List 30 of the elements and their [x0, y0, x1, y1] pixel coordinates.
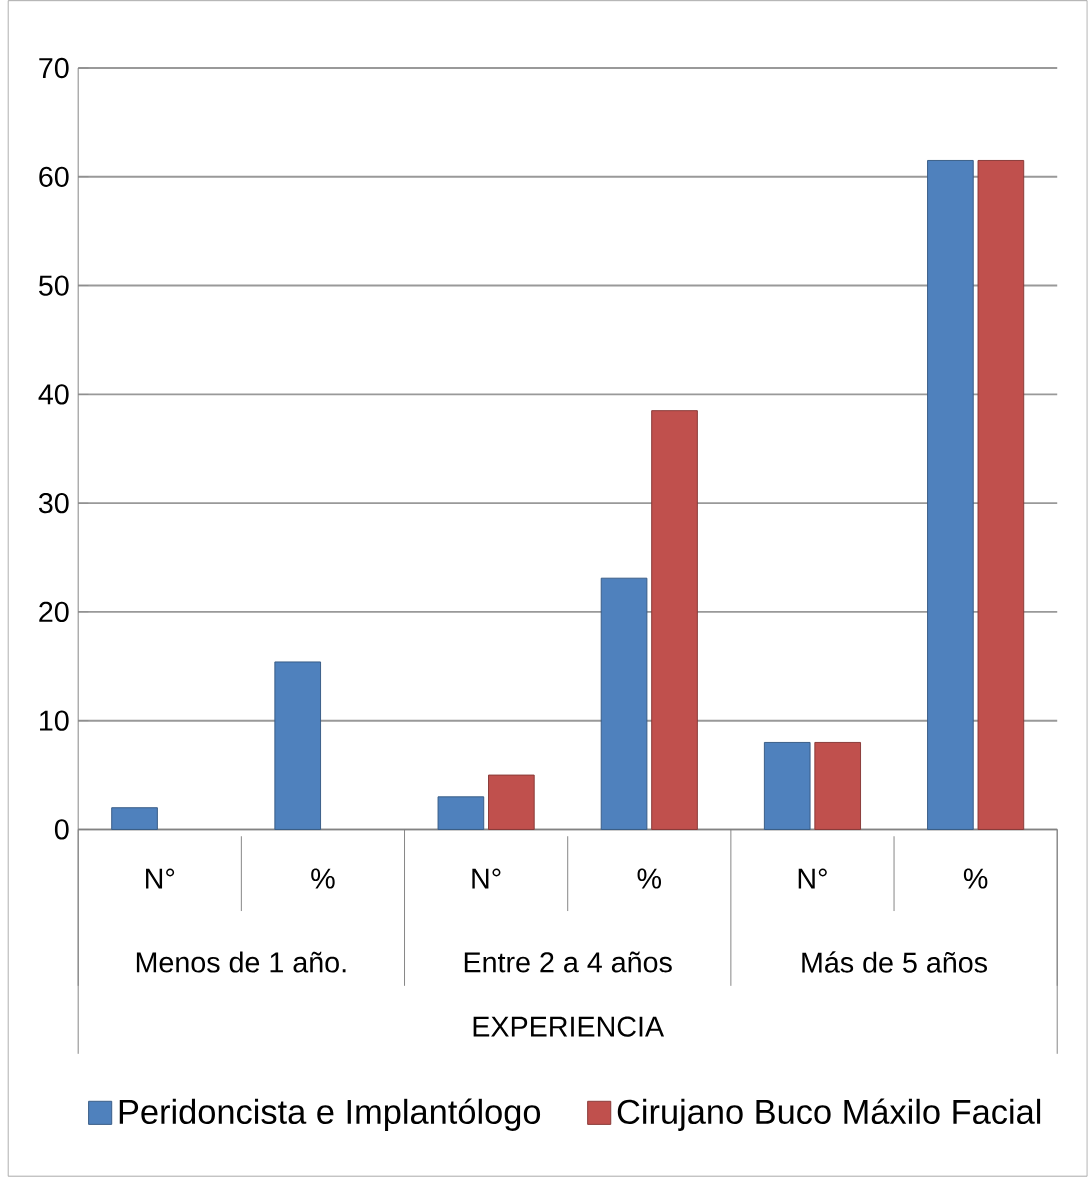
y-tick-label: 30 — [39, 492, 69, 514]
x-tick-label: % — [311, 868, 335, 889]
y-tick-label: 20 — [39, 601, 69, 623]
y-tick-label: 50 — [39, 275, 69, 296]
text: Menos de 1 año. — [137, 951, 346, 973]
x-tick-label: N° — [472, 868, 501, 889]
x-tick-label: % — [963, 868, 988, 889]
x-axis-title: EXPERIENCIA — [473, 1016, 665, 1037]
bar — [763, 741, 811, 830]
y-tick-label: 0 — [55, 819, 69, 840]
bar — [977, 159, 1025, 830]
y-tick-label: 40 — [38, 384, 69, 405]
bar — [437, 796, 485, 830]
legend-label: Peridoncista e Implantólogo — [119, 1098, 541, 1131]
x-tick-label: N° — [798, 868, 827, 889]
bar — [111, 807, 158, 830]
bar — [488, 774, 535, 830]
legend-label: Cirujano Buco Máxilo Facial — [617, 1098, 1041, 1131]
y-tick-label: 10 — [40, 710, 69, 731]
y-tick-label: 60 — [39, 166, 69, 187]
bar — [814, 741, 862, 830]
x-tick-label: N° — [146, 868, 175, 889]
x-tick-label: % — [637, 868, 662, 889]
y-tick-label: 70 — [39, 57, 69, 79]
text: Entre 2 a 4 años — [464, 951, 672, 973]
text: Más de 5 años — [802, 951, 988, 973]
bar — [600, 577, 648, 830]
bar — [927, 159, 974, 830]
bar — [274, 661, 322, 830]
bar — [651, 410, 698, 830]
